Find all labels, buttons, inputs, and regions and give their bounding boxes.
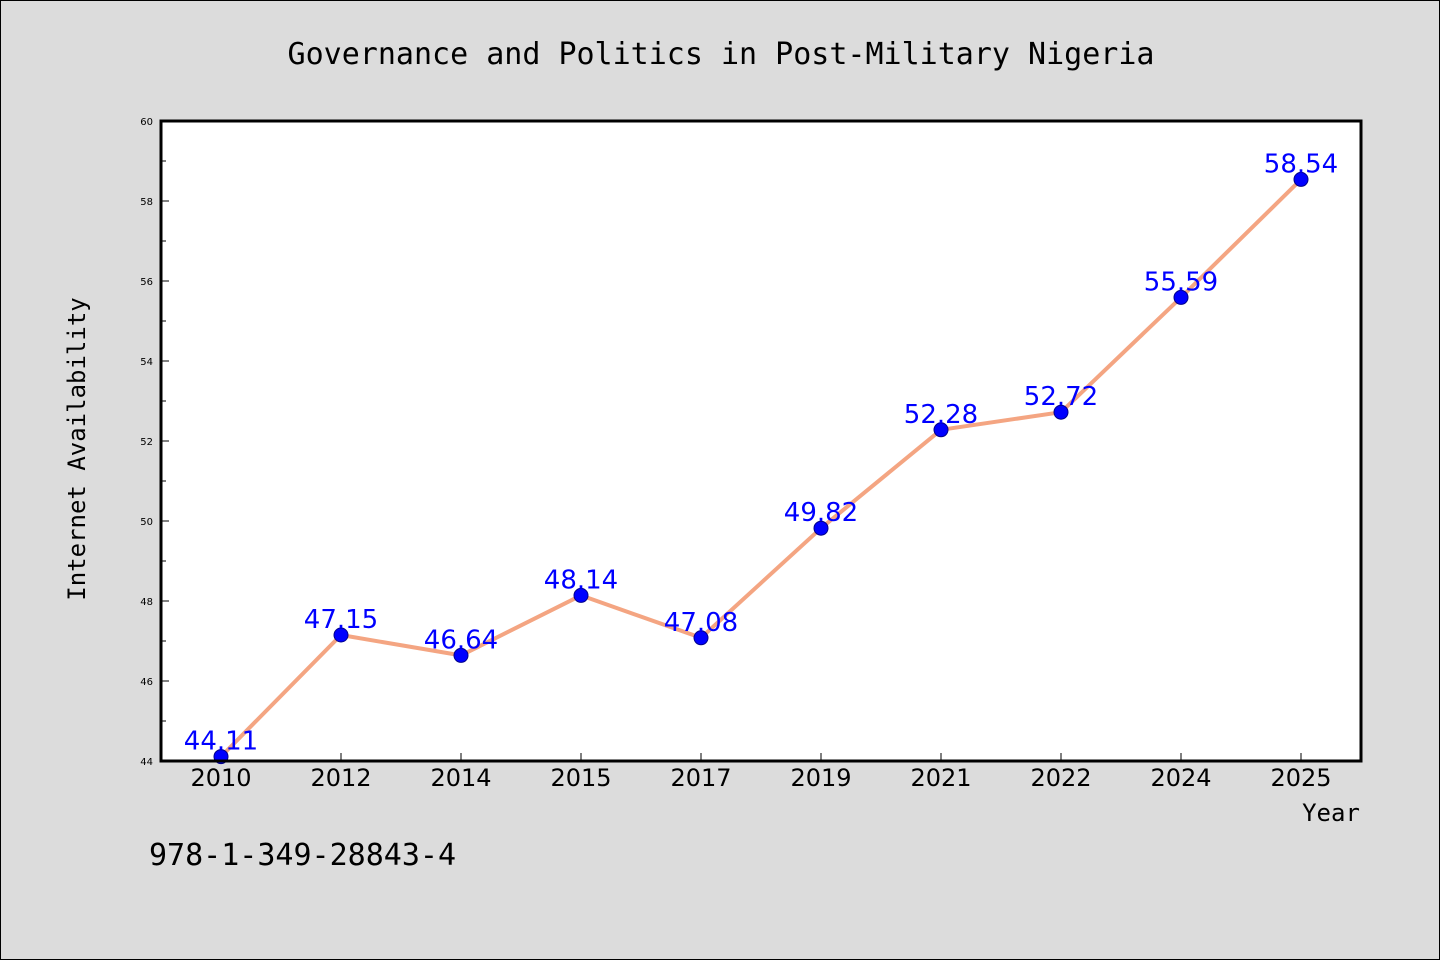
data-point <box>453 647 469 663</box>
data-label: 44.11 <box>184 727 258 757</box>
data-point <box>333 627 349 643</box>
x-tick-label: 2010 <box>190 764 251 792</box>
x-tick-label: 2025 <box>1270 764 1331 792</box>
data-label: 52.28 <box>904 400 978 430</box>
y-tick-label: 56 <box>140 277 153 288</box>
x-tick-label: 2015 <box>550 764 611 792</box>
y-tick-label: 54 <box>140 357 153 368</box>
data-point <box>573 587 589 603</box>
y-tick-label: 52 <box>140 437 153 448</box>
isbn-text: 978-1-349-28843-4 <box>149 838 456 873</box>
x-tick-label: 2021 <box>910 764 971 792</box>
x-tick-label: 2019 <box>790 764 851 792</box>
data-label: 47.08 <box>664 608 738 638</box>
x-tick-label: 2014 <box>430 764 491 792</box>
data-label: 47.15 <box>304 605 378 635</box>
data-point <box>693 630 709 646</box>
x-axis-ticks: 2010 2012 2014 2015 2017 2019 2021 2022 2024 2025 <box>190 753 1332 792</box>
y-tick-label: 50 <box>140 517 153 528</box>
y-tick-label: 60 <box>140 117 153 128</box>
y-tick-label: 44 <box>140 757 153 768</box>
data-label: 49.82 <box>784 498 858 528</box>
data-labels: 44.11 47.15 46.64 48.14 47.08 49.82 52.28 52.72… <box>184 149 1338 756</box>
plot-area <box>161 121 1361 761</box>
data-point <box>933 422 949 438</box>
x-tick-label: 2017 <box>670 764 731 792</box>
data-label: 55.59 <box>1144 267 1218 297</box>
data-point <box>1293 171 1309 187</box>
data-label: 46.64 <box>424 625 498 655</box>
data-label: 58.54 <box>1264 149 1338 179</box>
data-point <box>1053 404 1069 420</box>
series-markers <box>213 171 1309 765</box>
data-point <box>1173 289 1189 305</box>
series-line <box>219 177 1303 759</box>
data-point <box>813 520 829 536</box>
x-tick-label: 2024 <box>1150 764 1211 792</box>
chart-title: Governance and Politics in Post-Military… <box>288 37 1155 72</box>
y-axis-label: Internet Availability <box>63 297 91 600</box>
plot-frame <box>159 119 1363 763</box>
x-tick-label: 2012 <box>310 764 371 792</box>
data-label: 52.72 <box>1024 382 1098 412</box>
y-tick-label: 48 <box>140 597 153 608</box>
x-axis-label: Year <box>1302 799 1360 827</box>
data-label: 48.14 <box>544 565 618 595</box>
x-tick-label: 2022 <box>1030 764 1091 792</box>
y-tick-label: 46 <box>140 677 153 688</box>
y-tick-label: 58 <box>140 197 153 208</box>
